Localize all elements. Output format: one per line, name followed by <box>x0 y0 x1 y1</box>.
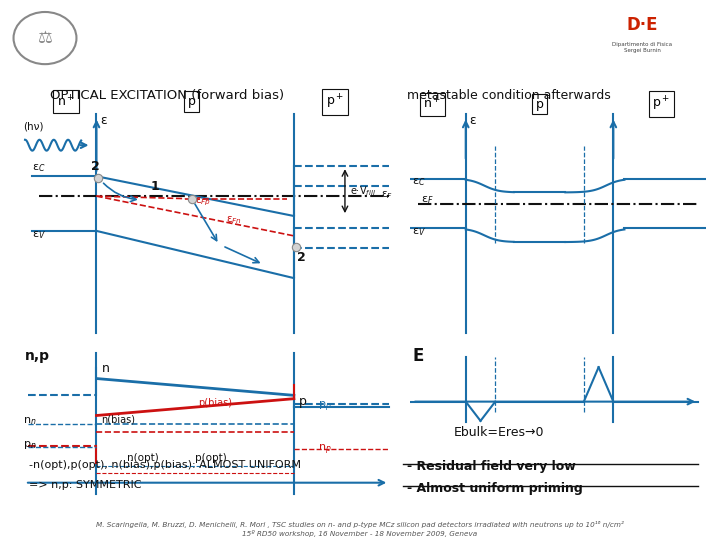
Text: ⚖: ⚖ <box>37 29 53 47</box>
Text: ε$_C$: ε$_C$ <box>32 162 45 174</box>
Text: D·E: D·E <box>626 16 658 34</box>
Text: p$_n$: p$_n$ <box>23 440 37 451</box>
Text: p$_p$: p$_p$ <box>318 400 331 414</box>
Text: (hν): (hν) <box>23 121 44 131</box>
Text: n: n <box>102 362 109 375</box>
Text: n(bias): n(bias) <box>102 414 135 424</box>
Text: metastable condition afterwards: metastable condition afterwards <box>407 89 611 102</box>
Text: ε: ε <box>100 114 107 127</box>
Text: ε$_{Fn}$: ε$_{Fn}$ <box>226 214 242 226</box>
Text: n$_p$: n$_p$ <box>318 442 331 457</box>
Text: p(bias): p(bias) <box>199 399 233 408</box>
Text: 2: 2 <box>91 160 100 173</box>
Text: ε$_F$: ε$_F$ <box>421 194 434 206</box>
Text: M. Scaringella, M. Bruzzi, D. Menichelli, R. Mori , TSC studies on n- and p-type: M. Scaringella, M. Bruzzi, D. Menichelli… <box>96 521 624 528</box>
Text: p(opt): p(opt) <box>195 453 227 463</box>
Text: n$^+$: n$^+$ <box>57 94 75 110</box>
Text: p$^+$: p$^+$ <box>325 92 344 111</box>
Text: p$^+$: p$^+$ <box>652 95 670 113</box>
Text: Ebulk=Eres→0: Ebulk=Eres→0 <box>454 426 544 439</box>
Text: ε$_{Fp}$: ε$_{Fp}$ <box>195 196 212 208</box>
Text: 2: 2 <box>297 251 306 264</box>
Text: n$_n$: n$_n$ <box>23 415 37 427</box>
Text: E: E <box>413 347 423 365</box>
Text: => n,p: SYMMETRIC: => n,p: SYMMETRIC <box>29 480 141 490</box>
Text: n,p: n,p <box>25 349 50 363</box>
Text: n$^+$: n$^+$ <box>423 97 441 112</box>
Text: ε$_V$: ε$_V$ <box>413 227 426 239</box>
Text: Dipartimento di Fisica
Sergei Burnin: Dipartimento di Fisica Sergei Burnin <box>612 42 672 53</box>
Text: e·V$_{fill}$: e·V$_{fill}$ <box>350 184 376 198</box>
Text: ε$_F$: ε$_F$ <box>381 189 392 201</box>
Text: ε$_V$: ε$_V$ <box>32 229 45 241</box>
Text: p: p <box>188 95 196 108</box>
Text: - Residual field very low: - Residual field very low <box>407 460 575 473</box>
Text: ε$_C$: ε$_C$ <box>413 176 426 187</box>
Text: ε: ε <box>469 114 476 127</box>
Text: OPTICAL EXCITATION (forward bias): OPTICAL EXCITATION (forward bias) <box>50 89 284 102</box>
Text: n(opt): n(opt) <box>127 453 159 463</box>
Text: 15º RD50 workshop, 16 November - 18 November 2009, Geneva: 15º RD50 workshop, 16 November - 18 Nove… <box>243 530 477 537</box>
Text: p: p <box>536 98 544 111</box>
Text: 1: 1 <box>151 180 160 193</box>
Text: -n(opt),p(opt), n(bias),p(bias): ALMOST UNIFORM: -n(opt),p(opt), n(bias),p(bias): ALMOST … <box>29 460 301 470</box>
Text: - Almost uniform priming: - Almost uniform priming <box>407 482 582 495</box>
Text: p: p <box>299 395 307 408</box>
